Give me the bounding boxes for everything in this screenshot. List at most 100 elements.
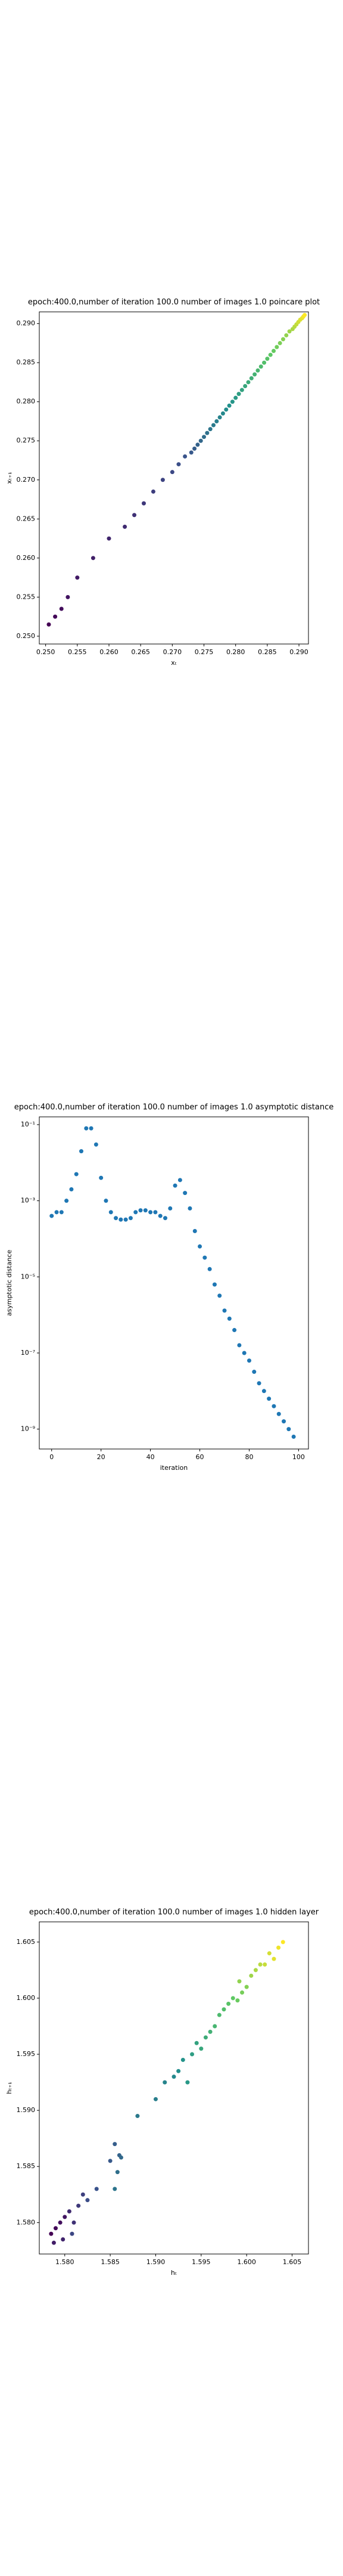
point	[61, 2237, 66, 2242]
point	[280, 337, 285, 342]
point	[141, 501, 146, 506]
point	[183, 1191, 188, 1196]
point	[230, 1996, 235, 2001]
chart-title: epoch:400.0,number of iteration 100.0 nu…	[29, 1908, 319, 1917]
point	[243, 384, 248, 389]
x-axis-label: iteration	[160, 1464, 188, 1472]
point	[172, 2075, 176, 2079]
point	[249, 376, 254, 380]
y-tick-label: 1.590	[17, 2106, 36, 2114]
point	[272, 349, 276, 354]
point	[183, 454, 188, 459]
point	[262, 360, 267, 365]
point	[84, 1126, 89, 1131]
point	[132, 513, 137, 518]
point	[220, 411, 225, 416]
x-tick-label: 100	[292, 1453, 305, 1461]
y-tick-label: 1.605	[17, 1938, 36, 1946]
point	[135, 2114, 140, 2119]
point	[261, 1389, 266, 1394]
point	[211, 423, 216, 428]
point	[258, 364, 263, 369]
point	[276, 1945, 281, 1950]
point	[198, 438, 203, 443]
point	[170, 470, 174, 475]
point	[176, 2069, 181, 2073]
point	[158, 1213, 163, 1218]
y-tick-label: 1.600	[17, 1994, 36, 2002]
point	[119, 2155, 123, 2160]
y-tick-label: 0.270	[17, 476, 36, 484]
y-tick-label: 0.285	[17, 358, 36, 366]
point	[115, 2170, 120, 2175]
point	[208, 2029, 213, 2034]
point	[263, 1962, 267, 1967]
y-tick-label: 1.580	[17, 2218, 36, 2226]
point	[180, 2057, 185, 2062]
point	[51, 2240, 56, 2245]
point	[108, 2159, 113, 2163]
x-tick-label: 0.290	[289, 648, 308, 656]
point	[190, 2052, 195, 2057]
x-tick-label: 0.275	[195, 648, 214, 656]
point	[284, 333, 289, 338]
point	[168, 1206, 173, 1210]
point	[272, 1956, 276, 1961]
point	[54, 1210, 59, 1215]
point	[85, 2198, 90, 2203]
point	[217, 2012, 222, 2017]
point	[252, 1370, 257, 1374]
point	[160, 478, 165, 482]
x-axis-label: xₜ	[171, 659, 177, 667]
point	[239, 388, 244, 392]
point	[252, 372, 257, 377]
point	[189, 450, 194, 455]
point	[67, 2209, 71, 2213]
point	[291, 1434, 296, 1439]
point	[277, 340, 282, 345]
x-tick-label: 1.595	[192, 2258, 211, 2266]
point	[75, 575, 80, 580]
point	[267, 1397, 272, 1401]
y-tick-label: 0.265	[17, 515, 36, 522]
y-axis-label: hₜ₊₁	[5, 2082, 13, 2094]
y-tick-label: 1.585	[17, 2162, 36, 2170]
point	[59, 606, 64, 611]
x-tick-label: 40	[146, 1453, 155, 1461]
point	[233, 395, 238, 400]
y-tick-label: 10⁻⁷	[21, 1349, 35, 1357]
point	[194, 2041, 199, 2045]
point	[217, 1293, 222, 1298]
point	[217, 415, 222, 420]
point	[286, 1427, 291, 1432]
point	[282, 1419, 286, 1424]
point	[214, 419, 219, 423]
point	[173, 1183, 177, 1188]
point	[91, 556, 95, 561]
point	[303, 312, 307, 317]
point	[267, 1951, 272, 1956]
point	[66, 595, 70, 599]
plot-frame	[39, 1921, 309, 2255]
point	[227, 1316, 232, 1321]
x-tick-label: 0.260	[99, 648, 119, 656]
point	[114, 1216, 119, 1221]
point	[113, 2187, 117, 2191]
y-axis-label: asymptotic distance	[5, 1250, 13, 1316]
point	[80, 2192, 85, 2197]
x-tick-label: 80	[245, 1453, 253, 1461]
point	[203, 2035, 208, 2040]
y-tick-label: 0.260	[17, 554, 36, 562]
point	[138, 1208, 143, 1213]
point	[49, 2231, 54, 2236]
point	[59, 1210, 64, 1215]
point	[74, 1172, 79, 1176]
chart-title: epoch:400.0,number of iteration 100.0 nu…	[14, 1103, 333, 1112]
point	[226, 2001, 231, 2006]
point	[70, 2231, 74, 2236]
point	[198, 1244, 202, 1249]
point	[133, 1210, 138, 1215]
point	[69, 1187, 74, 1191]
point	[177, 1178, 182, 1182]
point	[163, 1216, 167, 1221]
